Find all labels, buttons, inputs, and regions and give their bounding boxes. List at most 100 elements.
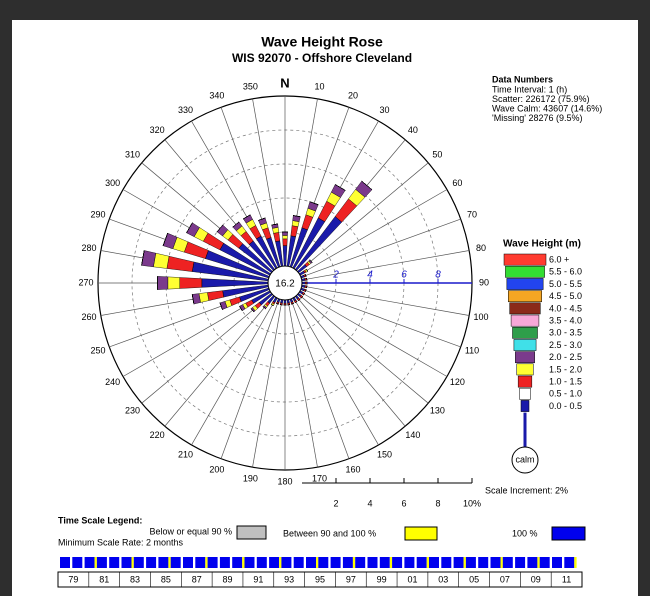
timeline-block — [146, 557, 157, 568]
timeline-partial — [537, 557, 540, 568]
spoke — [164, 295, 275, 427]
timeline-block — [453, 557, 464, 568]
spoke — [295, 295, 406, 427]
timeline-block — [96, 557, 107, 568]
direction-label: 260 — [82, 312, 97, 322]
legend-label: 4.5 - 5.0 — [549, 291, 582, 301]
spoke — [300, 288, 461, 348]
timeline-block — [441, 557, 452, 568]
direction-label: 300 — [105, 178, 120, 188]
petal-segment — [293, 215, 301, 217]
calm-label: calm — [515, 454, 534, 464]
direction-label: 30 — [379, 105, 389, 115]
direction-label: 310 — [125, 149, 140, 159]
timeline-block — [478, 557, 489, 568]
year-label: 11 — [562, 574, 571, 584]
petal-segment — [282, 231, 288, 236]
year-label: 03 — [438, 574, 448, 584]
direction-label: 150 — [377, 450, 392, 460]
direction-label: 40 — [408, 125, 418, 135]
legend-label: 3.0 - 3.5 — [549, 328, 582, 338]
petal-segment — [186, 222, 193, 233]
time-legend-title: Time Scale Legend: — [58, 515, 142, 525]
petal-segment — [301, 296, 303, 299]
timeline-block — [330, 557, 341, 568]
direction-label: 210 — [178, 450, 193, 460]
petal-segment — [157, 276, 169, 290]
timeline-block — [465, 557, 476, 568]
chart-subtitle: WIS 92070 - Offshore Cleveland — [232, 51, 412, 65]
petal-segment — [179, 277, 203, 289]
legend-label: 5.0 - 5.5 — [549, 279, 582, 289]
petal-segment — [232, 221, 240, 228]
timeline-block — [404, 557, 415, 568]
year-label: 89 — [223, 574, 233, 584]
legend-swatch — [508, 290, 542, 303]
timeline-block — [281, 557, 292, 568]
timeline-block — [244, 557, 255, 568]
north-label: N — [280, 75, 289, 90]
spoke — [299, 291, 448, 377]
legend-title: Wave Height (m) — [503, 239, 581, 250]
spoke — [301, 250, 470, 281]
year-label: 91 — [253, 574, 263, 584]
petal-segment — [282, 235, 288, 240]
timeline-block — [367, 557, 378, 568]
petal-segment — [298, 299, 301, 301]
timeline-partial — [279, 557, 282, 568]
legend-swatch — [515, 351, 535, 364]
timeline-block — [60, 557, 70, 568]
petal-segment — [141, 250, 145, 266]
legend-swatch — [509, 302, 541, 315]
year-label: 85 — [161, 574, 171, 584]
direction-label: 50 — [432, 149, 442, 159]
year-label: 87 — [192, 574, 202, 584]
legend-label: 1.5 - 2.0 — [549, 364, 582, 374]
timeline-partial — [205, 557, 208, 568]
year-label: 05 — [469, 574, 479, 584]
year-label: 07 — [500, 574, 510, 584]
scale-tick-label: 8 — [435, 498, 440, 508]
direction-label: 20 — [348, 90, 358, 100]
direction-label: 120 — [450, 377, 465, 387]
timeline-block — [552, 557, 562, 568]
legend-swatch — [517, 375, 533, 388]
scale-tick-label: 4 — [367, 498, 372, 508]
timeline-block — [195, 557, 206, 568]
timeline-partial — [94, 557, 97, 568]
petal-segment — [271, 223, 278, 226]
scale-note: Scale Increment: 2% — [485, 485, 568, 495]
petal-segment — [335, 184, 346, 191]
timeline-block — [515, 557, 526, 568]
petal-segment — [258, 217, 266, 221]
radial-tick-label: 4 — [367, 270, 373, 281]
direction-label: 110 — [465, 345, 479, 355]
year-label: 97 — [346, 574, 356, 584]
timeline-block — [293, 557, 304, 568]
direction-label: 190 — [243, 473, 258, 483]
petal-segment — [271, 304, 274, 306]
spoke — [287, 299, 318, 468]
direction-label: 230 — [125, 405, 140, 415]
legend-label: 0.5 - 1.0 — [549, 389, 582, 399]
year-label: 81 — [99, 574, 109, 584]
legend-label: 2.5 - 3.0 — [549, 340, 582, 350]
timeline-block — [306, 557, 316, 568]
petal-segment — [303, 292, 305, 296]
timeline-partial — [168, 557, 171, 568]
direction-label: 330 — [178, 105, 193, 115]
legend-label: 3.5 - 4.0 — [549, 315, 582, 325]
timeline-partial — [316, 557, 319, 568]
timeline-partial — [352, 557, 356, 568]
petal-segment — [243, 214, 251, 220]
spoke — [252, 299, 283, 468]
info-line: Scatter: 226172 (75.9%) — [492, 94, 590, 104]
direction-label: 290 — [90, 209, 105, 219]
chart-title: Wave Height Rose — [261, 34, 383, 50]
timeline-block — [355, 557, 366, 568]
direction-label: 100 — [473, 312, 488, 322]
spoke — [300, 218, 461, 278]
petal-segment — [305, 281, 308, 285]
spoke — [191, 297, 277, 446]
